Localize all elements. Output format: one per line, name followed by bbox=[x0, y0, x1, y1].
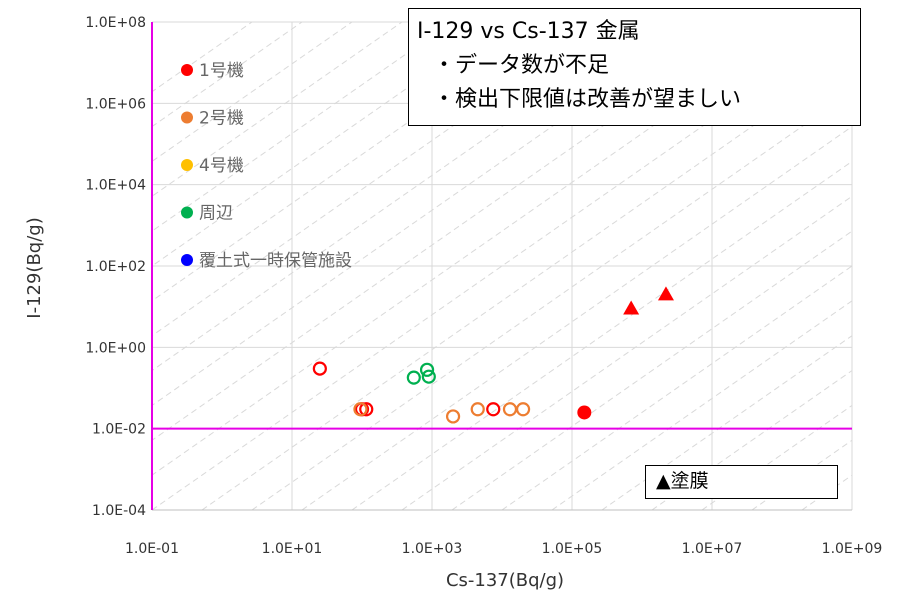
data-point bbox=[359, 402, 374, 417]
data-point bbox=[312, 361, 327, 376]
x-tick-label: 1.0E+07 bbox=[682, 541, 743, 557]
legend-label: 1号機 bbox=[199, 61, 244, 81]
data-point bbox=[445, 409, 461, 424]
y-tick-label: 1.0E-02 bbox=[92, 422, 146, 438]
data-point bbox=[502, 402, 518, 417]
legend-marker bbox=[181, 111, 193, 124]
y-tick-label: 1.0E-04 bbox=[92, 503, 146, 519]
reference-lines bbox=[151, 22, 852, 510]
legend-marker bbox=[181, 254, 193, 266]
data-point bbox=[353, 402, 368, 417]
data-point bbox=[470, 402, 485, 417]
x-tick-label: 1.0E-01 bbox=[125, 541, 179, 557]
y-axis-title: I-129(Bq/g) bbox=[24, 217, 45, 318]
data-point bbox=[406, 370, 421, 385]
data-points bbox=[312, 286, 674, 424]
x-tick-label: 1.0E+03 bbox=[402, 541, 463, 557]
x-tick-label: 1.0E+05 bbox=[542, 541, 603, 557]
y-tick-label: 1.0E+02 bbox=[85, 259, 146, 275]
data-point-triangle bbox=[657, 286, 674, 301]
data-point bbox=[577, 405, 592, 420]
chart-title-box: I-129 vs Cs-137 金属 ・データ数が不足 ・検出下限値は改善が望ま… bbox=[408, 8, 861, 126]
coating-note-box: ▲塗膜 bbox=[645, 465, 838, 499]
legend-label: 周辺 bbox=[199, 204, 233, 224]
data-point bbox=[486, 402, 501, 417]
x-tick-label: 1.0E+09 bbox=[822, 541, 883, 557]
legend-marker bbox=[181, 159, 193, 171]
legend-label: 4号機 bbox=[199, 156, 244, 176]
data-point bbox=[421, 369, 436, 384]
y-tick-label: 1.0E+00 bbox=[85, 340, 146, 356]
x-axis-ticks: 1.0E-01 1.0E+01 1.0E+03 1.0E+05 1.0E+07 1.0E+… bbox=[125, 541, 882, 557]
legend-marker bbox=[181, 206, 193, 219]
legend-marker bbox=[181, 64, 193, 76]
y-tick-label: 1.0E+04 bbox=[85, 178, 146, 194]
x-axis-title: Cs-137(Bq/g) bbox=[446, 570, 564, 591]
legend-label: 2号機 bbox=[199, 109, 244, 129]
chart-title: I-129 vs Cs-137 金属 bbox=[417, 19, 640, 44]
annotation-detection-limit: ・検出下限値は改善が望ましい bbox=[433, 87, 742, 112]
diagonal-line bbox=[902, 22, 911, 510]
legend-label: 覆土式一時保管施設 bbox=[199, 251, 352, 271]
data-point bbox=[515, 402, 531, 417]
annotation-data-shortage: ・データ数が不足 bbox=[433, 53, 610, 78]
y-tick-label: 1.0E+06 bbox=[85, 96, 146, 112]
y-axis-ticks: 1.0E+08 1.0E+06 1.0E+04 1.0E+02 1.0E+00 1.0E-… bbox=[85, 15, 146, 519]
x-tick-label: 1.0E+01 bbox=[262, 541, 323, 557]
data-point-triangle bbox=[623, 300, 640, 315]
data-point bbox=[419, 362, 435, 377]
y-tick-label: 1.0E+08 bbox=[85, 15, 146, 31]
